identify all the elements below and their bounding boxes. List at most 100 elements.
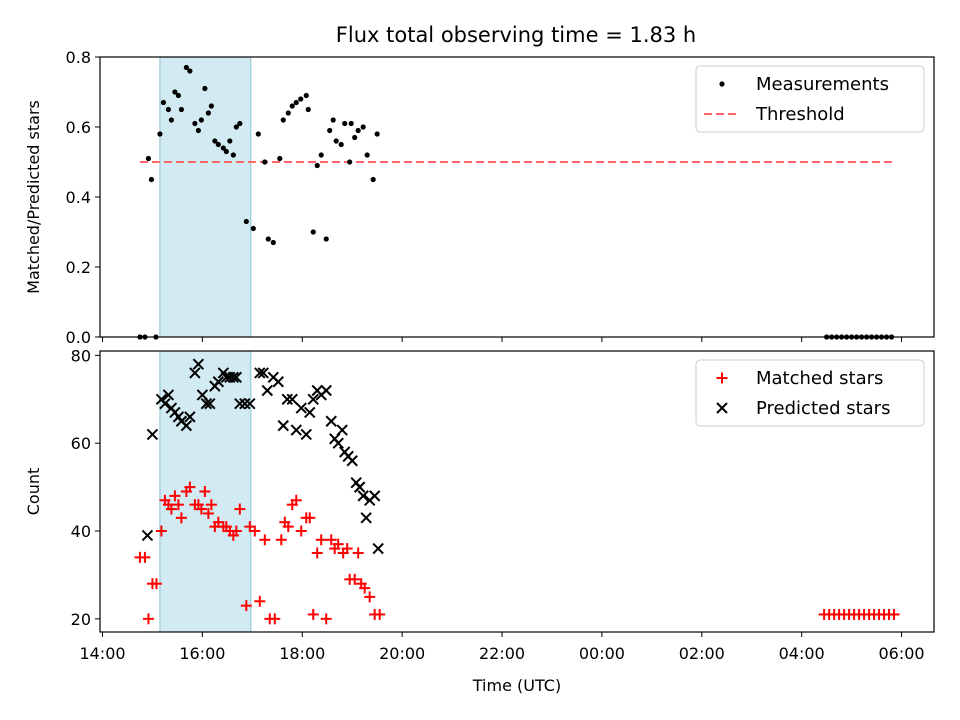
point-1-5 xyxy=(150,578,162,590)
point-1-11 xyxy=(172,499,184,511)
point-1-16 xyxy=(195,127,201,134)
point-2-1 xyxy=(141,529,154,542)
y-tick-label: 0.6 xyxy=(66,118,91,137)
point-1-14 xyxy=(184,481,196,493)
point-1-49 xyxy=(333,138,339,144)
x-tick-label: 06:00 xyxy=(878,644,924,663)
point-2-2 xyxy=(146,428,159,441)
point-2-49-b xyxy=(346,455,358,467)
point-2-5 xyxy=(162,389,175,401)
y-axis-label: Count xyxy=(24,468,43,516)
chart-title: Flux total observing time = 1.83 h xyxy=(336,23,696,47)
legend-box xyxy=(695,359,925,427)
y-tick-label: 80 xyxy=(71,346,91,365)
point-1-33 xyxy=(265,236,271,242)
point-2-16 xyxy=(204,397,216,410)
point-1-52 xyxy=(347,159,353,165)
point-2-42 xyxy=(320,384,332,397)
point-2-45-b xyxy=(332,437,344,449)
y-tick-label: 60 xyxy=(71,434,91,453)
point-1-54 xyxy=(349,573,361,585)
point-1-6 xyxy=(157,131,163,137)
point-1-14 xyxy=(187,68,193,74)
point-1-51 xyxy=(342,120,348,127)
point-1-27 xyxy=(233,124,239,130)
point-2-27-b xyxy=(254,367,266,379)
point-2-38 xyxy=(304,406,316,419)
point-1-19 xyxy=(202,507,214,519)
y-tick-label: 40 xyxy=(71,522,91,541)
point-1-40 xyxy=(290,494,302,506)
point-1-29 xyxy=(243,218,249,225)
point-2-36 xyxy=(295,402,307,414)
legend-entry: Threshold xyxy=(755,104,845,125)
x-tick-label: 18:00 xyxy=(279,644,325,663)
point-1-9 xyxy=(165,503,177,515)
point-2-46 xyxy=(336,424,348,436)
point-1-32 xyxy=(262,159,268,165)
y-tick-label: 0.0 xyxy=(66,328,91,347)
point-1-29 xyxy=(240,600,252,612)
series-1-points xyxy=(134,481,900,625)
point-2-24 xyxy=(234,397,246,410)
point-1-38 xyxy=(289,103,295,109)
legend-handle-2 xyxy=(716,402,728,414)
x-tick-label: 22:00 xyxy=(479,644,525,663)
point-2-12 xyxy=(189,367,201,379)
point-2-22-b xyxy=(227,371,240,384)
point-1-47 xyxy=(327,127,333,134)
point-2-53-b xyxy=(360,512,372,524)
point-1-43 xyxy=(310,229,316,235)
point-1-37 xyxy=(285,110,291,116)
point-2-5-b xyxy=(162,389,175,401)
point-1-35 xyxy=(269,613,281,625)
point-2-1-b xyxy=(141,529,154,542)
point-1-45 xyxy=(311,547,323,559)
point-1-40 xyxy=(298,96,304,102)
point-1-60 xyxy=(374,608,386,620)
legend-handle-2-b xyxy=(716,402,728,414)
point-2-26-b xyxy=(244,397,256,410)
point-1-6 xyxy=(155,525,167,537)
point-2-35 xyxy=(290,424,302,436)
point-2-10-b xyxy=(180,419,193,432)
point-1-38 xyxy=(282,521,294,533)
point-1-23 xyxy=(220,145,226,151)
y-axis-label: Matched/Predicted stars xyxy=(24,100,43,294)
point-1-48 xyxy=(330,117,336,123)
point-1-57 xyxy=(359,582,371,594)
point-1-41 xyxy=(303,92,309,99)
point-2-51 xyxy=(353,481,366,493)
point-2-34-b xyxy=(286,393,298,406)
point-2-43-b xyxy=(325,415,337,427)
point-1-17 xyxy=(198,117,204,123)
axes-frame xyxy=(99,350,935,633)
point-2-36-b xyxy=(295,402,307,414)
point-1-53 xyxy=(348,120,354,127)
point-1-41 xyxy=(295,525,307,537)
point-1-45 xyxy=(318,152,324,158)
point-2-56 xyxy=(372,542,384,555)
point-1-3 xyxy=(142,613,154,625)
point-2-42-b xyxy=(320,384,332,397)
point-2-49 xyxy=(346,455,358,467)
point-1-44 xyxy=(314,162,320,169)
point-1-47 xyxy=(320,613,332,625)
point-1-30 xyxy=(255,131,261,137)
point-1-12 xyxy=(178,106,185,113)
point-1-18 xyxy=(199,486,211,497)
point-2-31 xyxy=(272,376,284,388)
point-1-48 xyxy=(325,534,337,546)
point-2-12-b xyxy=(189,367,201,379)
point-2-52-b xyxy=(357,490,369,502)
point-1-31 xyxy=(250,225,256,232)
y-tick-label: 0.4 xyxy=(66,188,91,207)
point-1-27 xyxy=(230,525,242,537)
point-1-55 xyxy=(352,547,364,559)
point-2-32 xyxy=(277,419,289,432)
point-2-45 xyxy=(332,437,344,449)
point-2-31-b xyxy=(272,376,284,388)
point-2-37 xyxy=(300,428,312,441)
point-1-50 xyxy=(332,538,344,550)
